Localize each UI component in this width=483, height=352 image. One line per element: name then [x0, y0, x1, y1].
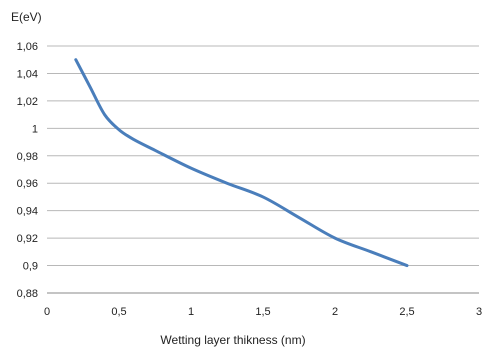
y-axis-ticks: 0,88 0,9 0,92 0,94 0,96 0,98 1 1,02 1,04 1,06	[17, 41, 38, 300]
x-tick-label: 0	[44, 306, 50, 318]
y-tick-label: 0,98	[17, 151, 38, 163]
x-tick-label: 3	[476, 306, 482, 318]
y-axis-title: E(eV)	[11, 10, 42, 24]
y-tick-label: 1,02	[17, 96, 38, 108]
y-tick-label: 1	[32, 123, 38, 135]
x-tick-label: 2,5	[399, 306, 414, 318]
y-tick-label: 0,94	[17, 206, 38, 218]
y-tick-label: 0,92	[17, 233, 38, 245]
y-tick-label: 1,04	[17, 68, 38, 80]
x-tick-label: 1	[188, 306, 194, 318]
x-tick-label: 2	[332, 306, 338, 318]
gridlines	[47, 45, 479, 267]
x-tick-label: 1,5	[255, 306, 270, 318]
series-group	[74, 58, 409, 268]
x-tick-label: 0,5	[111, 306, 126, 318]
y-tick-label: 1,06	[17, 41, 38, 53]
x-axis-ticks: 0 0,5 1 1,5 2 2,5 3	[44, 306, 482, 318]
series-line	[74, 58, 409, 268]
y-tick-label: 0,96	[17, 178, 38, 190]
y-tick-label: 0,9	[23, 261, 38, 273]
x-axis-title: Wetting layer thikness (nm)	[160, 333, 305, 347]
y-tick-label: 0,88	[17, 288, 38, 300]
